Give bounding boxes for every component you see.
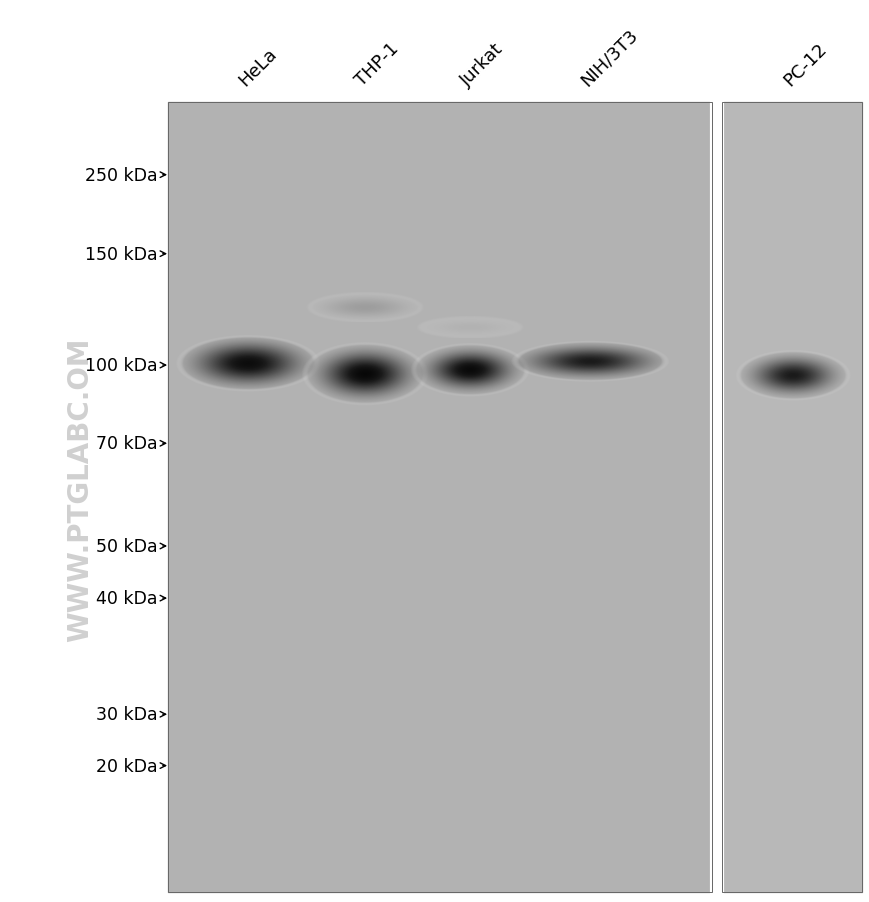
Text: HeLa: HeLa: [235, 45, 280, 90]
Text: 40 kDa: 40 kDa: [96, 590, 158, 607]
Text: 150 kDa: 150 kDa: [85, 245, 158, 263]
Text: NIH/3T3: NIH/3T3: [577, 26, 640, 90]
Text: 50 kDa: 50 kDa: [96, 538, 158, 556]
Text: WWW.PTGLABC.OM: WWW.PTGLABC.OM: [66, 337, 94, 641]
Text: 250 kDa: 250 kDa: [85, 167, 158, 185]
Bar: [721, 103, 861, 892]
Text: Jurkat: Jurkat: [457, 41, 507, 90]
Text: 70 kDa: 70 kDa: [96, 435, 158, 453]
Text: PC-12: PC-12: [779, 40, 829, 90]
Text: 30 kDa: 30 kDa: [96, 705, 158, 723]
Text: 20 kDa: 20 kDa: [96, 757, 158, 775]
Text: 100 kDa: 100 kDa: [85, 356, 158, 374]
Bar: [168, 103, 711, 892]
Text: THP-1: THP-1: [352, 40, 402, 90]
